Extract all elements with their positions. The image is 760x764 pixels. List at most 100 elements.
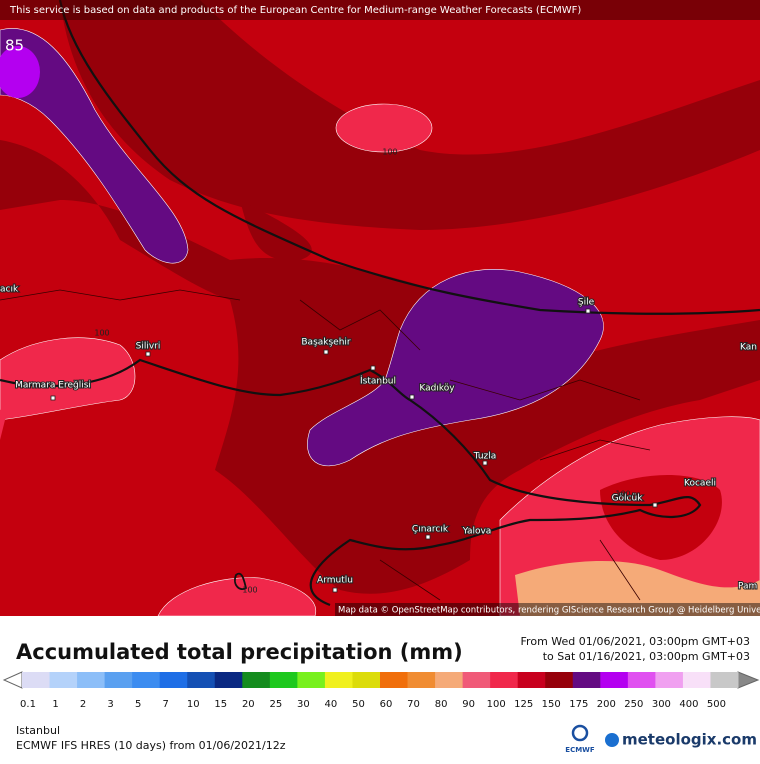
- field-175: [0, 28, 189, 264]
- island: [234, 572, 248, 590]
- legend-arrow-right: [737, 671, 760, 689]
- place-label: Çınarcık: [412, 525, 449, 535]
- field-200: [0, 46, 40, 98]
- legend-swatch: [710, 672, 739, 688]
- place-label: Tuzla: [473, 452, 497, 462]
- notice: This service is based on data and produc…: [9, 5, 581, 16]
- place-label: Kadıköy: [419, 384, 455, 394]
- attribution: Map data © OpenStreetMap contributors, r…: [338, 606, 760, 616]
- place-label: Yalova: [462, 527, 492, 537]
- legend-swatch: [655, 672, 684, 688]
- legend-label: 100: [487, 699, 506, 710]
- legend-label: 250: [624, 699, 643, 710]
- place-dot: [332, 587, 338, 593]
- contour-label: 100: [615, 490, 630, 499]
- legend-swatch: [22, 672, 51, 688]
- field-150: [240, 200, 312, 261]
- legend-label: 20: [242, 699, 255, 710]
- legend-label: 15: [214, 699, 227, 710]
- ecmwf-text: ECMWF: [565, 746, 595, 754]
- legend-label: 150: [542, 699, 561, 710]
- brand-logo: [605, 733, 619, 747]
- brand: meteologix.com: [622, 731, 757, 749]
- legend-label: 25: [269, 699, 282, 710]
- legend-label: 7: [163, 699, 169, 710]
- field-150: [0, 140, 760, 594]
- legend-swatch: [490, 672, 519, 688]
- legend-swatch: [132, 672, 161, 688]
- legend-label: 400: [679, 699, 698, 710]
- coastline: [0, 358, 702, 607]
- location: Istanbul: [16, 724, 60, 737]
- field-100: [0, 337, 136, 421]
- place-dot: [482, 460, 488, 466]
- place-label: Gölcük: [612, 494, 644, 504]
- legend-swatch: [104, 672, 133, 688]
- legend-swatch: [352, 672, 381, 688]
- legend-label: 175: [569, 699, 588, 710]
- field-175: [307, 269, 604, 467]
- place-dot: [585, 308, 591, 314]
- place-dot: [50, 395, 56, 401]
- legend-swatch: [187, 672, 216, 688]
- legend-label: 40: [325, 699, 338, 710]
- borders: [0, 289, 651, 601]
- legend-arrow-left: [2, 671, 23, 689]
- field-80: [515, 560, 760, 616]
- place-label: acık: [0, 285, 19, 295]
- legend-swatch: [77, 672, 106, 688]
- ecmwf-logo: [571, 724, 589, 742]
- contour-label: 100: [94, 329, 109, 338]
- place-label: İstanbul: [360, 376, 396, 387]
- place-dot: [425, 534, 431, 540]
- legend-label: 2: [80, 699, 86, 710]
- legend-label: 70: [407, 699, 420, 710]
- place-label: Şile: [578, 298, 595, 308]
- attribution-bar: [335, 603, 760, 616]
- place-dot: [652, 502, 658, 508]
- legend-label: 30: [297, 699, 310, 710]
- legend-swatch: [435, 672, 464, 688]
- legend-label: 10: [187, 699, 200, 710]
- legend-swatch: [517, 672, 546, 688]
- contour-label: 100: [382, 148, 397, 157]
- legend-swatch: [49, 672, 78, 688]
- legend-swatch: [159, 672, 188, 688]
- place-label: Pam: [738, 582, 757, 592]
- place-label: Silivri: [136, 342, 161, 352]
- place-label: Armutlu: [317, 576, 353, 586]
- place-dot: [409, 394, 415, 400]
- legend-label: 1: [52, 699, 58, 710]
- legend-label: 300: [652, 699, 671, 710]
- map: [0, 0, 760, 617]
- period-to: to Sat 01/16/2021, 03:00pm GMT+03: [543, 650, 750, 663]
- legend-swatch: [572, 672, 601, 688]
- legend-swatch: [627, 672, 656, 688]
- legend-label: 0.1: [20, 699, 36, 710]
- legend-swatch: [545, 672, 574, 688]
- legend-label: 125: [514, 699, 533, 710]
- legend-label: 50: [352, 699, 365, 710]
- place-label: Başakşehir: [301, 338, 351, 348]
- title: Accumulated total precipitation (mm): [16, 640, 463, 664]
- place-label: Kocaeli: [684, 479, 716, 489]
- place-dot: [323, 349, 329, 355]
- place-dot: [370, 365, 376, 371]
- legend-label: 3: [107, 699, 113, 710]
- legend-swatch: [297, 672, 326, 688]
- field-100: [335, 103, 433, 153]
- legend-swatch: [324, 672, 353, 688]
- legend-swatch: [269, 672, 298, 688]
- legend-swatch: [242, 672, 271, 688]
- legend-swatch: [682, 672, 711, 688]
- coastline: [58, 0, 760, 315]
- legend-label: 80: [435, 699, 448, 710]
- notice-bar: [0, 0, 760, 20]
- legend-label: 60: [380, 699, 393, 710]
- contour-label: 100: [242, 586, 257, 595]
- field-100: [0, 400, 10, 440]
- legend-swatch: [407, 672, 436, 688]
- legend-swatch: [600, 672, 629, 688]
- legend-label: 90: [462, 699, 475, 710]
